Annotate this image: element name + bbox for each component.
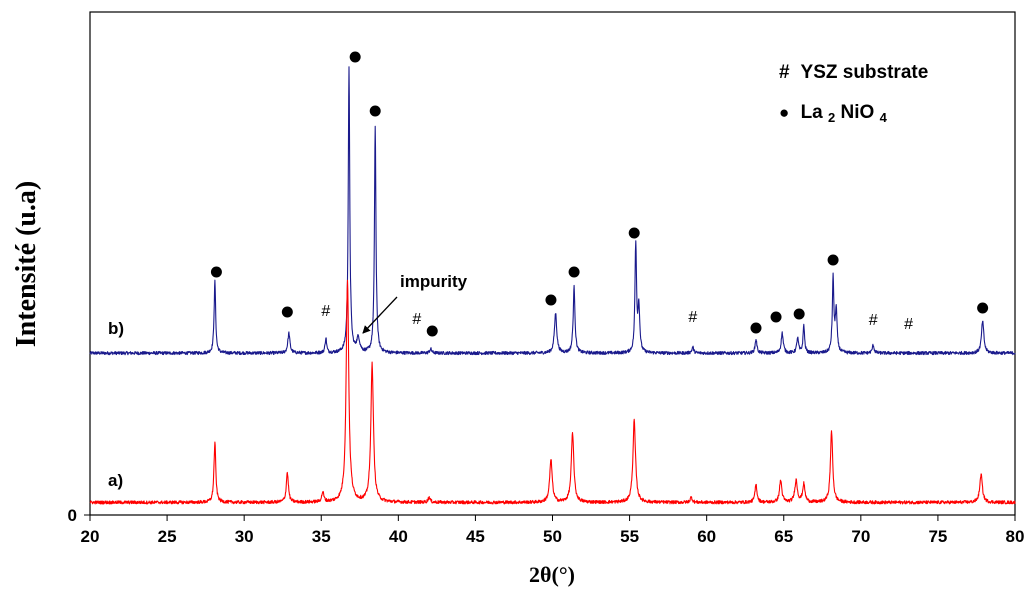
x-tick-label-50: 50 <box>543 527 562 546</box>
ysz-peak-marker: # <box>412 311 421 328</box>
x-tick-label-20: 20 <box>81 527 100 546</box>
la2nio4-peak-marker <box>210 266 222 278</box>
ysz-peak-marker: # <box>321 303 330 320</box>
x-axis-label: 2θ(°) <box>529 562 575 587</box>
y-axis-label: Intensité (u.a) <box>11 181 42 347</box>
legend-text-ysz: YSZ substrate <box>801 62 929 83</box>
x-ticks: 20 25 30 35 40 45 50 55 60 65 70 75 80 <box>81 515 1025 546</box>
y-axis-ticks: 0 <box>68 506 90 525</box>
la2nio4-peak-marker <box>628 227 640 239</box>
series-label-b: b) <box>108 319 124 338</box>
impurity-label: impurity <box>400 272 468 291</box>
series-layer <box>89 66 1016 505</box>
x-tick-label-45: 45 <box>466 527 485 546</box>
x-tick-label-60: 60 <box>697 527 716 546</box>
la2nio4-peak-marker <box>750 322 762 334</box>
legend: # YSZ substrate ● La 2 NiO 4 <box>779 62 928 127</box>
legend-sub-4: 4 <box>880 110 888 125</box>
la2nio4-peak-marker <box>770 311 782 323</box>
x-tick-label-55: 55 <box>620 527 639 546</box>
la2nio4-peak-marker <box>349 51 361 63</box>
ysz-peak-marker: # <box>904 316 913 333</box>
x-tick-label-30: 30 <box>235 527 254 546</box>
x-tick-label-80: 80 <box>1006 527 1025 546</box>
ysz-peak-marker: # <box>869 312 878 329</box>
x-tick-label-75: 75 <box>928 527 947 546</box>
la2nio4-peak-marker <box>281 306 293 318</box>
annotations: # # # # # <box>210 51 989 337</box>
legend-item-ysz: # YSZ substrate <box>779 62 928 83</box>
la2nio4-peak-marker <box>426 325 438 337</box>
plot-area <box>89 11 1016 516</box>
legend-text-nio: NiO <box>841 102 875 123</box>
series-line-a <box>89 279 1016 505</box>
la2nio4-peak-marker <box>545 294 557 306</box>
la2nio4-peak-marker <box>977 302 989 314</box>
x-tick-label-65: 65 <box>774 527 793 546</box>
legend-item-la2nio4: ● La 2 NiO 4 <box>779 102 888 127</box>
legend-text-la: La <box>801 102 824 123</box>
x-tick-label-70: 70 <box>851 527 870 546</box>
x-tick-label-25: 25 <box>158 527 177 546</box>
y-tick-label-0: 0 <box>68 506 77 525</box>
ysz-peak-marker: # <box>688 309 697 326</box>
la2nio4-peak-marker <box>568 266 580 278</box>
la2nio4-peak-marker <box>369 105 381 117</box>
x-tick-label-35: 35 <box>312 527 331 546</box>
legend-symbol-hash: # <box>779 62 790 83</box>
series-label-a: a) <box>108 471 123 490</box>
legend-sub-2: 2 <box>828 110 835 125</box>
impurity-arrow <box>362 296 398 334</box>
la2nio4-peak-marker <box>793 308 805 320</box>
x-tick-label-40: 40 <box>389 527 408 546</box>
la2nio4-peak-marker <box>827 254 839 266</box>
legend-symbol-dot: ● <box>779 103 789 122</box>
series-line-b <box>89 66 1016 356</box>
